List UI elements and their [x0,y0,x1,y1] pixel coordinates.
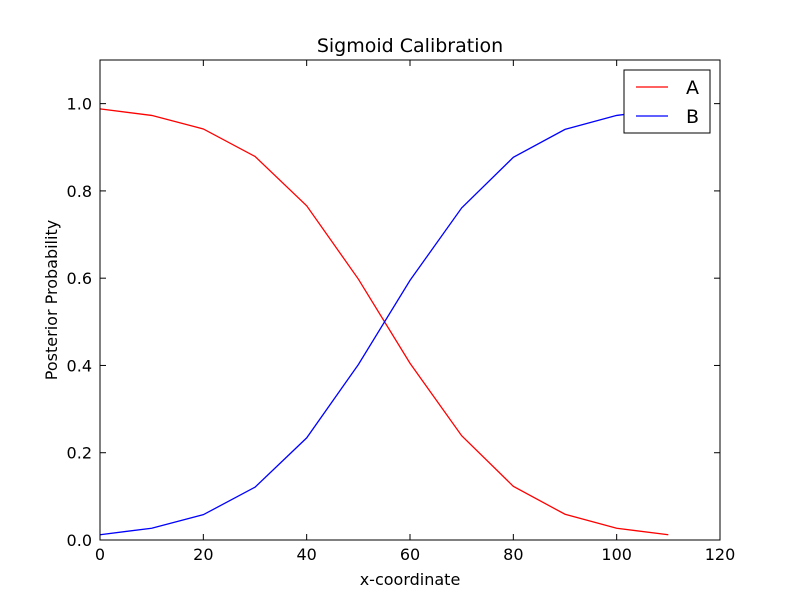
x-axis-label: x-coordinate [360,570,461,589]
series-line-a [99,108,669,536]
y-tick-label: 0.6 [67,269,92,288]
y-tick-label: 0.4 [67,356,92,375]
series-line-b [99,108,669,536]
x-tick-label: 0 [95,545,105,564]
x-tick-label: 60 [400,545,420,564]
y-axis-ticks: 0.0 0.2 0.4 0.6 0.8 1.0 [67,95,720,550]
y-tick-label: 0.0 [67,531,92,550]
x-tick-label: 80 [503,545,523,564]
y-tick-label: 0.2 [67,444,92,463]
legend: AB [623,69,711,134]
y-tick-label: 1.0 [67,95,92,114]
legend-label-b: B [686,106,699,128]
legend-label-a: A [686,77,699,99]
chart-title: Sigmoid Calibration [317,35,503,57]
x-tick-label: 100 [601,545,632,564]
x-tick-label: 40 [296,545,316,564]
x-axis-ticks: 0 20 40 60 80 100 120 [95,60,735,564]
y-axis-label: Posterior Probability [42,220,61,380]
y-tick-label: 0.8 [67,182,92,201]
plot-lines [99,108,669,536]
legend-box [623,69,711,134]
x-tick-label: 20 [193,545,213,564]
x-tick-label: 120 [705,545,736,564]
